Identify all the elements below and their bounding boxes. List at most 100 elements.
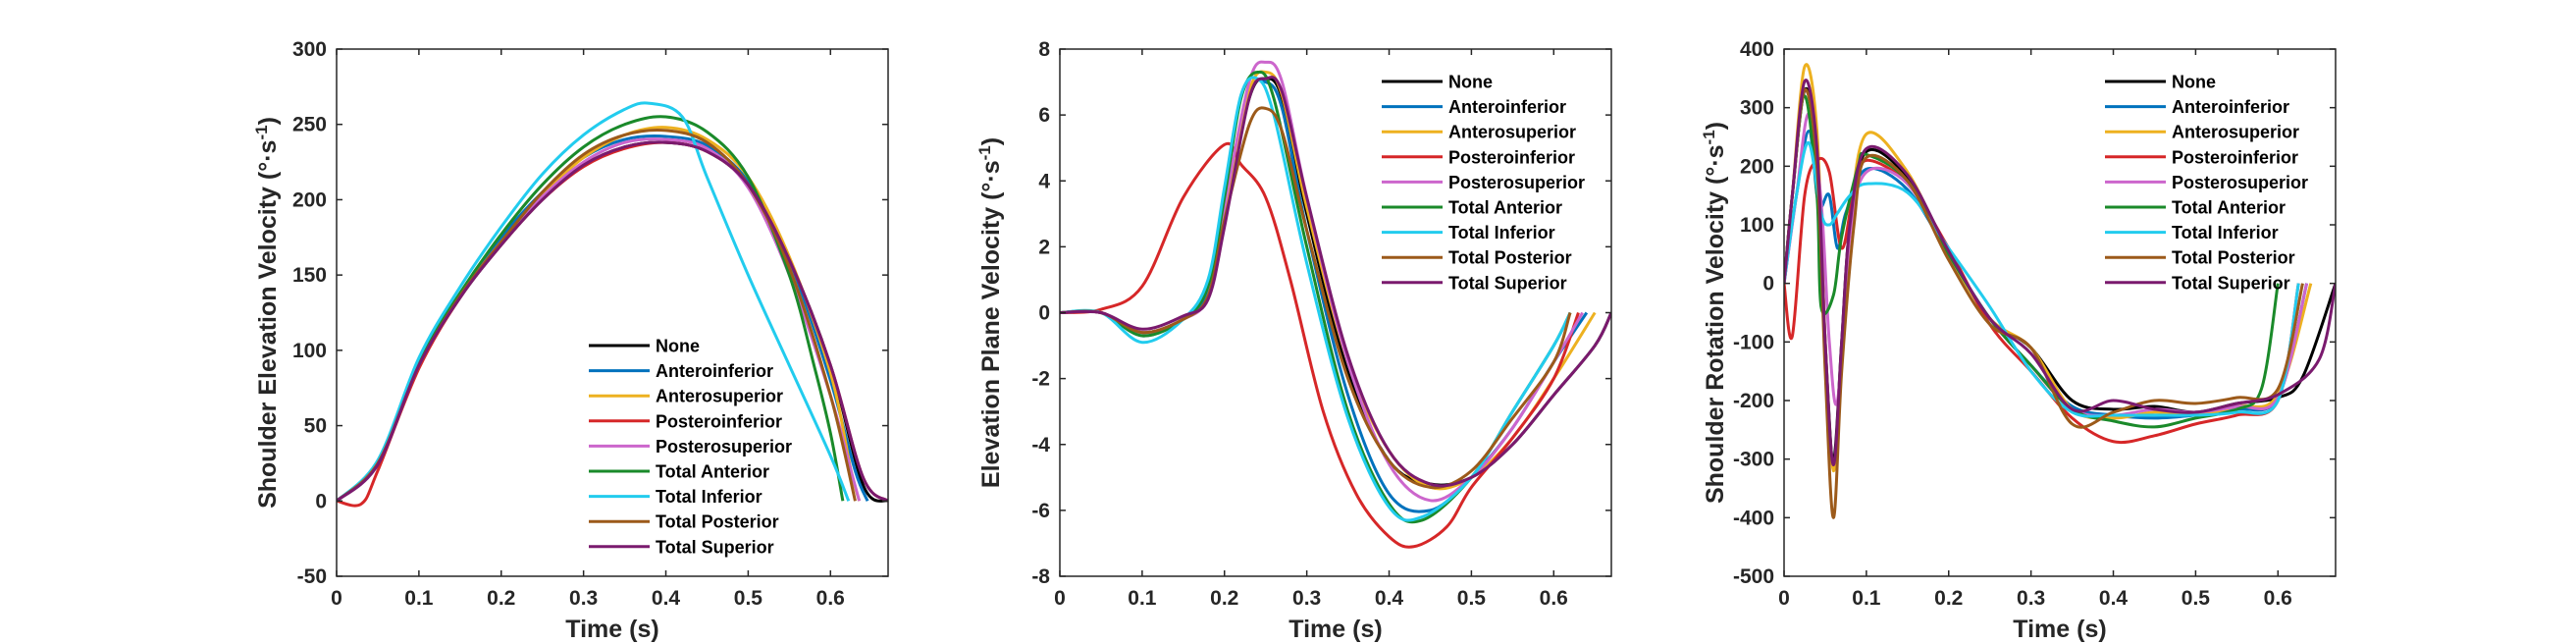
y-tick-label: -8 [1031,565,1050,588]
x-tick-label: 0 [331,587,342,610]
legend-entry: Total Posterior [656,512,779,532]
y-tick-label: 100 [1740,214,1774,237]
y-tick-label: 150 [292,264,327,287]
x-axis-label: Time (s) [565,616,658,643]
series-line-total-superior [337,140,888,503]
series-group [1060,60,1611,549]
series-group [337,101,888,508]
chart-panel-3: 0 0.1 0.2 0.3 0.4 0.5 0.6 -500 -400 -300 -200 -100 0… [1700,38,2337,643]
x-tick-label: 0 [1054,587,1066,610]
legend-entry: Total Posterior [2172,248,2295,268]
x-tick-label: 0.3 [2017,587,2045,610]
series-line-total-superior [1060,76,1611,488]
legend-entry: None [656,337,700,356]
x-tick-label: 0.1 [1128,587,1157,610]
series-line-posteroinferior [1060,141,1580,549]
x-tick-label: 0.2 [1934,587,1963,610]
x-tick-label: 0 [1778,587,1790,610]
x-tick-label: 0.4 [2099,587,2129,610]
x-tick-label: 0.4 [1375,587,1404,610]
y-tick-label: -50 [297,565,327,588]
y-tick-label: 300 [292,38,327,61]
legend-entry: None [2172,73,2216,92]
series-line-total-inferior [337,101,851,503]
chart-panel-2: 0 0.1 0.2 0.3 0.4 0.5 0.6 -8 -6 -4 -2 0 2 4 6 8 Time (s)… [975,38,1612,643]
legend-entry: None [1448,73,1493,92]
legend-entry: Total Superior [2172,273,2290,293]
y-tick-label: 50 [304,415,327,438]
axes-box [336,48,889,577]
axes-box [1783,48,2337,577]
legend-entry: Anterosuperior [656,387,783,406]
y-tick-label: 100 [292,340,327,362]
y-tick-label: 200 [1740,155,1774,178]
y-tick-label: 250 [292,114,327,136]
y-tick-label: 400 [1740,38,1774,61]
x-tick-label: 0.3 [569,587,598,610]
chart-panel-1: 0 0.1 0.2 0.3 0.4 0.5 0.6-50050100150200250300… [252,38,889,643]
legend-entry: Total Anterior [2172,198,2286,218]
x-tick-label: 0.6 [816,587,845,610]
y-axis-label: Elevation Plane Velocity (°·s-1) [975,137,1005,488]
x-tick-label: 0.5 [1457,587,1487,610]
y-tick-label: -500 [1733,565,1774,588]
x-axis-label: Time (s) [1288,616,1382,643]
series-line-total-superior [1784,79,2336,467]
legend-entry: Total Anterior [1448,198,1562,218]
y-tick-label: -200 [1733,390,1774,412]
x-tick-label: 0.5 [734,587,763,610]
y-tick-label: 0 [1038,302,1050,325]
legend: None Anteroinferior Anterosuperior Posteroi… [589,337,792,557]
legend-entry: Anterosuperior [1448,123,1576,142]
legend-entry: Total Inferior [656,487,762,507]
series-line-total-posterior [1060,106,1572,490]
legend-entry: Posterosuperior [2172,173,2308,192]
y-axis-label: Shoulder Elevation Velocity (°·s-1) [252,117,282,509]
y-tick-label: -2 [1031,368,1050,391]
y-tick-label: 6 [1038,104,1050,127]
y-tick-label: 4 [1038,170,1050,192]
x-tick-label: 0.1 [1852,587,1881,610]
legend-entry: Posteroinferior [656,411,782,431]
x-tick-label: 0.6 [2264,587,2292,610]
y-tick-label: 0 [1762,273,1774,295]
legend-entry: Total Inferior [2172,223,2279,242]
x-tick-label: 0.2 [487,587,515,610]
series-line-total-anterior [337,115,845,503]
legend-entry: Total Superior [1448,273,1567,293]
x-tick-label: 0.3 [1292,587,1321,610]
plot-area [1784,49,2336,576]
legend-entry: Total Anterior [656,462,769,482]
y-tick-label: -300 [1733,449,1774,471]
x-tick-label: 0.1 [404,587,434,610]
legend-entry: Total Inferior [1448,223,1555,242]
legend-entry: Total Superior [656,537,774,557]
series-group [1784,63,2336,519]
y-tick-label: -4 [1031,434,1050,456]
x-tick-label: 0.5 [2182,587,2211,610]
legend: None Anteroinferior Anterosuperior Posteroi… [2105,73,2308,293]
y-axis-label: Shoulder Rotation Velocity (°·s-1) [1700,122,1729,504]
y-tick-label: 300 [1740,97,1774,120]
x-tick-label: 0.4 [652,587,681,610]
plot-area [337,49,888,576]
y-tick-label: -400 [1733,507,1774,529]
x-axis-label: Time (s) [2013,616,2106,643]
legend-entry: Anteroinferior [2172,97,2289,117]
legend-entry: Anteroinferior [1448,97,1566,117]
y-tick-label: 2 [1038,236,1050,258]
legend-entry: Posteroinferior [1448,147,1575,167]
y-tick-label: -100 [1733,331,1774,353]
legend-entry: Posteroinferior [2172,147,2298,167]
legend-entry: Anterosuperior [2172,123,2299,142]
legend: None Anteroinferior Anterosuperior Posteroi… [1382,73,1585,293]
y-tick-label: 0 [315,490,327,512]
legend-entry: Anteroinferior [656,361,773,381]
x-tick-label: 0.2 [1210,587,1238,610]
x-tick-label: 0.6 [1540,587,1568,610]
legend-entry: Posterosuperior [1448,173,1585,192]
legend-entry: Posterosuperior [656,437,792,456]
y-tick-label: -6 [1031,500,1050,522]
y-tick-label: 8 [1038,38,1050,61]
